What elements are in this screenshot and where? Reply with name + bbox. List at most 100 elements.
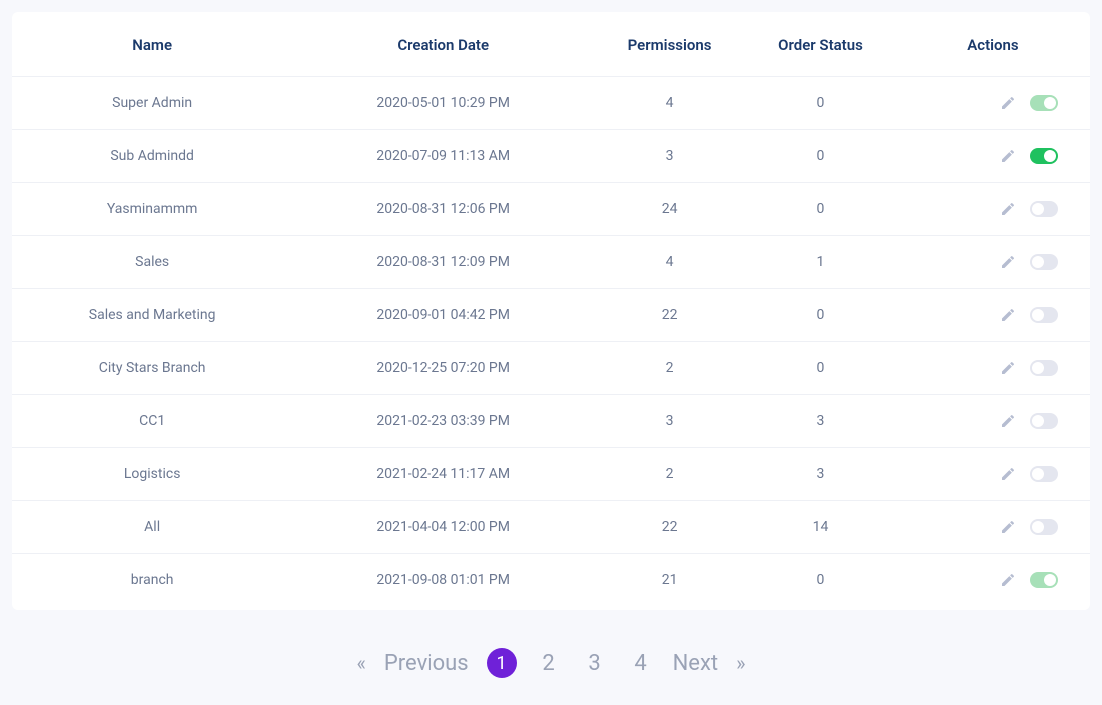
cell-name: Yasminammm bbox=[12, 183, 292, 236]
pagination-page[interactable]: 3 bbox=[581, 651, 609, 676]
toggle-knob bbox=[1032, 256, 1044, 268]
column-header-order-status: Order Status bbox=[745, 22, 896, 77]
cell-creation-date: 2020-05-01 10:29 PM bbox=[292, 77, 594, 130]
toggle-knob bbox=[1032, 415, 1044, 427]
status-toggle[interactable] bbox=[1030, 572, 1058, 588]
edit-icon[interactable] bbox=[1000, 148, 1016, 164]
toggle-knob bbox=[1032, 468, 1044, 480]
roles-table: Name Creation Date Permissions Order Sta… bbox=[12, 22, 1090, 606]
cell-order-status: 0 bbox=[745, 342, 896, 395]
status-toggle[interactable] bbox=[1030, 254, 1058, 270]
cell-name: Sales bbox=[12, 236, 292, 289]
cell-creation-date: 2020-09-01 04:42 PM bbox=[292, 289, 594, 342]
pagination-page[interactable]: 1 bbox=[487, 648, 517, 678]
table-row: Sales2020-08-31 12:09 PM41 bbox=[12, 236, 1090, 289]
cell-order-status: 3 bbox=[745, 448, 896, 501]
cell-actions bbox=[896, 448, 1090, 501]
table-row: Sub Admindd2020-07-09 11:13 AM30 bbox=[12, 130, 1090, 183]
pagination-page[interactable]: 2 bbox=[535, 651, 563, 676]
cell-order-status: 14 bbox=[745, 501, 896, 554]
cell-actions bbox=[896, 183, 1090, 236]
edit-icon[interactable] bbox=[1000, 466, 1016, 482]
cell-order-status: 0 bbox=[745, 289, 896, 342]
pagination-previous[interactable]: Previous bbox=[384, 651, 469, 676]
status-toggle[interactable] bbox=[1030, 360, 1058, 376]
cell-permissions: 2 bbox=[594, 448, 745, 501]
cell-creation-date: 2020-08-31 12:09 PM bbox=[292, 236, 594, 289]
cell-actions bbox=[896, 501, 1090, 554]
cell-order-status: 0 bbox=[745, 554, 896, 607]
cell-order-status: 0 bbox=[745, 130, 896, 183]
status-toggle[interactable] bbox=[1030, 201, 1058, 217]
toggle-knob bbox=[1044, 574, 1056, 586]
cell-creation-date: 2021-02-24 11:17 AM bbox=[292, 448, 594, 501]
cell-permissions: 21 bbox=[594, 554, 745, 607]
edit-icon[interactable] bbox=[1000, 254, 1016, 270]
cell-actions bbox=[896, 554, 1090, 607]
cell-creation-date: 2020-08-31 12:06 PM bbox=[292, 183, 594, 236]
column-header-actions: Actions bbox=[896, 22, 1090, 77]
cell-creation-date: 2021-09-08 01:01 PM bbox=[292, 554, 594, 607]
edit-icon[interactable] bbox=[1000, 307, 1016, 323]
edit-icon[interactable] bbox=[1000, 413, 1016, 429]
cell-creation-date: 2020-07-09 11:13 AM bbox=[292, 130, 594, 183]
cell-permissions: 4 bbox=[594, 77, 745, 130]
table-row: Super Admin2020-05-01 10:29 PM40 bbox=[12, 77, 1090, 130]
column-header-permissions: Permissions bbox=[594, 22, 745, 77]
cell-permissions: 4 bbox=[594, 236, 745, 289]
edit-icon[interactable] bbox=[1000, 519, 1016, 535]
edit-icon[interactable] bbox=[1000, 201, 1016, 217]
cell-order-status: 3 bbox=[745, 395, 896, 448]
cell-order-status: 1 bbox=[745, 236, 896, 289]
cell-creation-date: 2021-04-04 12:00 PM bbox=[292, 501, 594, 554]
edit-icon[interactable] bbox=[1000, 95, 1016, 111]
toggle-knob bbox=[1032, 362, 1044, 374]
table-row: branch2021-09-08 01:01 PM210 bbox=[12, 554, 1090, 607]
status-toggle[interactable] bbox=[1030, 413, 1058, 429]
status-toggle[interactable] bbox=[1030, 95, 1058, 111]
cell-creation-date: 2021-02-23 03:39 PM bbox=[292, 395, 594, 448]
cell-permissions: 3 bbox=[594, 395, 745, 448]
status-toggle[interactable] bbox=[1030, 519, 1058, 535]
cell-permissions: 3 bbox=[594, 130, 745, 183]
toggle-knob bbox=[1044, 150, 1056, 162]
cell-permissions: 24 bbox=[594, 183, 745, 236]
pagination-last[interactable]: » bbox=[736, 651, 745, 675]
pagination-page[interactable]: 4 bbox=[627, 651, 655, 676]
cell-name: Sales and Marketing bbox=[12, 289, 292, 342]
cell-name: Sub Admindd bbox=[12, 130, 292, 183]
cell-name: branch bbox=[12, 554, 292, 607]
edit-icon[interactable] bbox=[1000, 572, 1016, 588]
pagination-pages: 1234 bbox=[487, 648, 655, 678]
status-toggle[interactable] bbox=[1030, 148, 1058, 164]
edit-icon[interactable] bbox=[1000, 360, 1016, 376]
pagination-first[interactable]: « bbox=[357, 651, 366, 675]
cell-permissions: 22 bbox=[594, 289, 745, 342]
status-toggle[interactable] bbox=[1030, 466, 1058, 482]
cell-name: Logistics bbox=[12, 448, 292, 501]
cell-name: All bbox=[12, 501, 292, 554]
toggle-knob bbox=[1044, 97, 1056, 109]
toggle-knob bbox=[1032, 521, 1044, 533]
table-row: Sales and Marketing2020-09-01 04:42 PM22… bbox=[12, 289, 1090, 342]
pagination-next[interactable]: Next bbox=[673, 651, 718, 676]
table-row: Logistics2021-02-24 11:17 AM23 bbox=[12, 448, 1090, 501]
column-header-creation-date: Creation Date bbox=[292, 22, 594, 77]
cell-permissions: 2 bbox=[594, 342, 745, 395]
cell-name: Super Admin bbox=[12, 77, 292, 130]
table-row: Yasminammm2020-08-31 12:06 PM240 bbox=[12, 183, 1090, 236]
cell-name: CC1 bbox=[12, 395, 292, 448]
cell-order-status: 0 bbox=[745, 77, 896, 130]
cell-order-status: 0 bbox=[745, 183, 896, 236]
cell-name: City Stars Branch bbox=[12, 342, 292, 395]
status-toggle[interactable] bbox=[1030, 307, 1058, 323]
cell-actions bbox=[896, 130, 1090, 183]
cell-permissions: 22 bbox=[594, 501, 745, 554]
cell-actions bbox=[896, 395, 1090, 448]
toggle-knob bbox=[1032, 203, 1044, 215]
cell-actions bbox=[896, 289, 1090, 342]
column-header-name: Name bbox=[12, 22, 292, 77]
table-row: CC12021-02-23 03:39 PM33 bbox=[12, 395, 1090, 448]
pagination: « Previous 1234 Next » bbox=[12, 648, 1090, 686]
table-row: City Stars Branch2020-12-25 07:20 PM20 bbox=[12, 342, 1090, 395]
